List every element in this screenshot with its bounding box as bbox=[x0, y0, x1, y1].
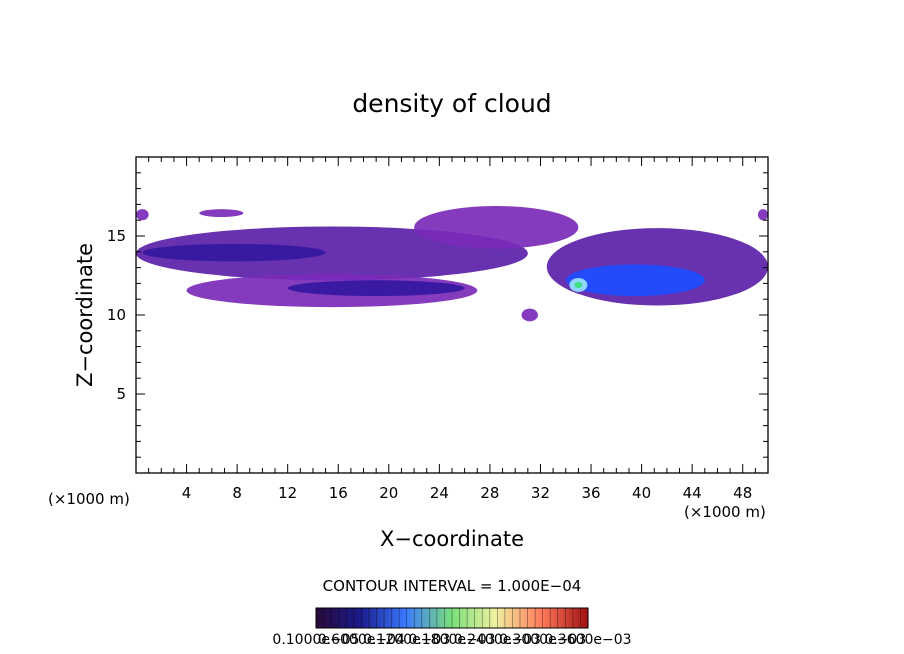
colorbar-label: 0.1800e−03 bbox=[408, 632, 495, 648]
cloud-region-right-core bbox=[565, 264, 705, 297]
colorbar-label: 0.3000e−03 bbox=[499, 632, 586, 648]
colorbar-labels: 0.1000e−050.6000e−040.1200e−030.1800e−03… bbox=[272, 632, 631, 648]
x-tick-label: 48 bbox=[733, 484, 752, 502]
x-tick-label: 24 bbox=[430, 484, 449, 502]
x-tick-label: 4 bbox=[182, 484, 192, 502]
x-tick-label: 40 bbox=[632, 484, 651, 502]
cloud-region-right-tip bbox=[757, 209, 768, 221]
x-tick-label: 12 bbox=[278, 484, 297, 502]
y-axis-ticks: 5 10 15 bbox=[107, 172, 768, 458]
x-tick-label: 16 bbox=[329, 484, 348, 502]
colorbar-label: 0.2400e−03 bbox=[454, 632, 541, 648]
cloud-region-middle-hump bbox=[414, 205, 579, 249]
y-axis-title: Z−coordinate bbox=[73, 243, 97, 387]
x-axis-title: X−coordinate bbox=[380, 527, 524, 551]
x-tick-label: 32 bbox=[531, 484, 550, 502]
x-tick-label: 44 bbox=[683, 484, 702, 502]
x-axis-ticks: 4 8 12 16 20 24 28 32 36 40 44 48 bbox=[148, 157, 756, 502]
x-tick-label: 20 bbox=[379, 484, 398, 502]
x-tick-label: 36 bbox=[581, 484, 600, 502]
y-tick-label: 15 bbox=[107, 227, 126, 245]
colorbar-stripes bbox=[323, 608, 581, 628]
colorbar-label: 0.6000e−04 bbox=[318, 632, 405, 648]
x-unit-right: (×1000 m) bbox=[684, 503, 766, 521]
cloud-region-top-tip-left bbox=[136, 209, 149, 221]
plot-area bbox=[136, 205, 769, 322]
cloud-peak-center bbox=[574, 281, 583, 288]
x-tick-label: 28 bbox=[480, 484, 499, 502]
cloud-region-small-blob bbox=[521, 308, 538, 322]
x-unit-left: (×1000 m) bbox=[48, 490, 130, 508]
cloud-region-lower-band-core bbox=[287, 280, 465, 297]
plot-frame bbox=[135, 156, 769, 474]
colorbar-label: 0.3600e−03 bbox=[544, 632, 631, 648]
y-tick-label: 10 bbox=[107, 306, 126, 324]
chart-title: density of cloud bbox=[352, 89, 551, 118]
x-tick-label: 8 bbox=[232, 484, 242, 502]
colorbar-label: 0.1000e−05 bbox=[272, 632, 359, 648]
cloud-region-upper-left-core bbox=[142, 243, 326, 262]
cloud-region-top-tip-mid bbox=[199, 209, 244, 218]
y-tick-label: 5 bbox=[116, 385, 126, 403]
cloud-region-upper-left-layer bbox=[136, 226, 528, 281]
contour-interval: CONTOUR INTERVAL = 1.000E−04 bbox=[323, 577, 582, 595]
colorbar-label: 0.1200e−03 bbox=[363, 632, 450, 648]
